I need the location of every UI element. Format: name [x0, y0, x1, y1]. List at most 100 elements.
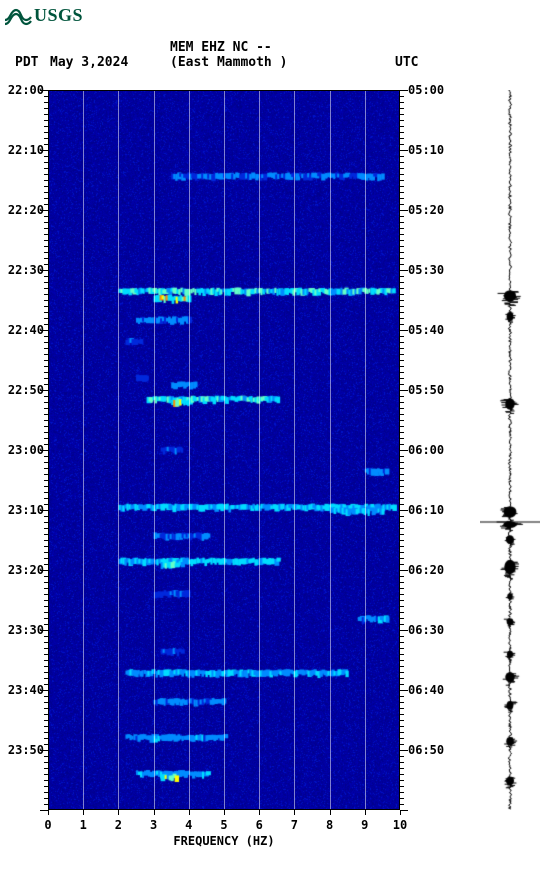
tick-left: [44, 774, 48, 775]
y-tick-label-left: 23:10: [8, 503, 44, 517]
x-tick-label: 6: [256, 818, 263, 832]
tick-right: [400, 558, 404, 559]
tick-right: [400, 312, 404, 313]
grid-line: [224, 90, 225, 810]
tick-left: [40, 630, 48, 631]
tick-right: [400, 768, 404, 769]
tick-right: [400, 150, 408, 151]
tick-bottom: [154, 810, 155, 815]
tick-left: [44, 696, 48, 697]
tick-left: [40, 510, 48, 511]
x-tick-label: 10: [393, 818, 407, 832]
tick-left: [44, 186, 48, 187]
tick-right: [400, 522, 404, 523]
tick-right: [400, 216, 404, 217]
tick-right: [400, 276, 404, 277]
tick-left: [44, 420, 48, 421]
tick-left: [44, 714, 48, 715]
tick-right: [400, 714, 404, 715]
tick-right: [400, 636, 404, 637]
tick-right: [400, 186, 404, 187]
tick-right: [400, 240, 404, 241]
tick-right: [400, 534, 404, 535]
tick-right: [400, 252, 404, 253]
tick-left: [44, 492, 48, 493]
tick-right: [400, 618, 404, 619]
tick-left: [44, 252, 48, 253]
y-tick-label-right: 05:30: [408, 263, 444, 277]
tick-right: [400, 156, 404, 157]
tick-right: [400, 624, 404, 625]
tick-right: [400, 612, 404, 613]
tick-right: [400, 390, 408, 391]
seismogram-panel: [480, 90, 540, 810]
tick-right: [400, 804, 404, 805]
tick-right: [400, 684, 404, 685]
tick-left: [44, 618, 48, 619]
tick-right: [400, 564, 404, 565]
tick-right: [400, 510, 408, 511]
tick-left: [44, 804, 48, 805]
tick-left: [44, 426, 48, 427]
y-tick-label-right: 06:50: [408, 743, 444, 757]
tick-right: [400, 270, 408, 271]
tick-left: [44, 180, 48, 181]
tick-left: [44, 702, 48, 703]
y-tick-label-right: 05:50: [408, 383, 444, 397]
tick-left: [40, 330, 48, 331]
tick-right: [400, 162, 404, 163]
tick-left: [44, 582, 48, 583]
tick-left: [44, 318, 48, 319]
tick-left: [44, 234, 48, 235]
tick-left: [40, 690, 48, 691]
y-tick-label-left: 23:50: [8, 743, 44, 757]
tick-left: [40, 270, 48, 271]
tick-right: [400, 594, 404, 595]
grid-line: [189, 90, 190, 810]
station-line1: MEM EHZ NC --: [170, 40, 272, 55]
tick-left: [44, 666, 48, 667]
tick-right: [400, 708, 404, 709]
tick-left: [44, 108, 48, 109]
tick-bottom: [48, 810, 49, 815]
tick-right: [400, 552, 404, 553]
tick-left: [44, 660, 48, 661]
tick-right: [400, 228, 404, 229]
tick-left: [44, 732, 48, 733]
tick-right: [400, 504, 404, 505]
tick-right: [400, 318, 404, 319]
y-tick-label-left: 22:50: [8, 383, 44, 397]
tick-left: [44, 240, 48, 241]
tick-left: [44, 402, 48, 403]
tick-left: [44, 132, 48, 133]
tick-right: [400, 330, 408, 331]
tick-left: [44, 516, 48, 517]
tick-left: [44, 576, 48, 577]
tick-right: [400, 438, 404, 439]
tick-right: [400, 540, 404, 541]
tick-left: [44, 192, 48, 193]
grid-line: [48, 90, 49, 810]
y-tick-label-right: 06:10: [408, 503, 444, 517]
tick-left: [40, 750, 48, 751]
tick-left: [44, 162, 48, 163]
tick-left: [44, 546, 48, 547]
tick-right: [400, 456, 404, 457]
grid-line: [330, 90, 331, 810]
tick-left: [44, 414, 48, 415]
tick-left: [44, 444, 48, 445]
tick-right: [400, 384, 404, 385]
tick-right: [400, 96, 404, 97]
tick-left: [40, 210, 48, 211]
tick-left: [44, 216, 48, 217]
x-tick-label: 1: [80, 818, 87, 832]
tick-left: [44, 678, 48, 679]
tick-left: [44, 756, 48, 757]
tick-left: [44, 798, 48, 799]
tick-right: [400, 444, 404, 445]
x-tick-label: 4: [185, 818, 192, 832]
y-tick-label-left: 22:40: [8, 323, 44, 337]
tick-right: [400, 144, 404, 145]
tick-right: [400, 342, 404, 343]
tick-right: [400, 288, 404, 289]
